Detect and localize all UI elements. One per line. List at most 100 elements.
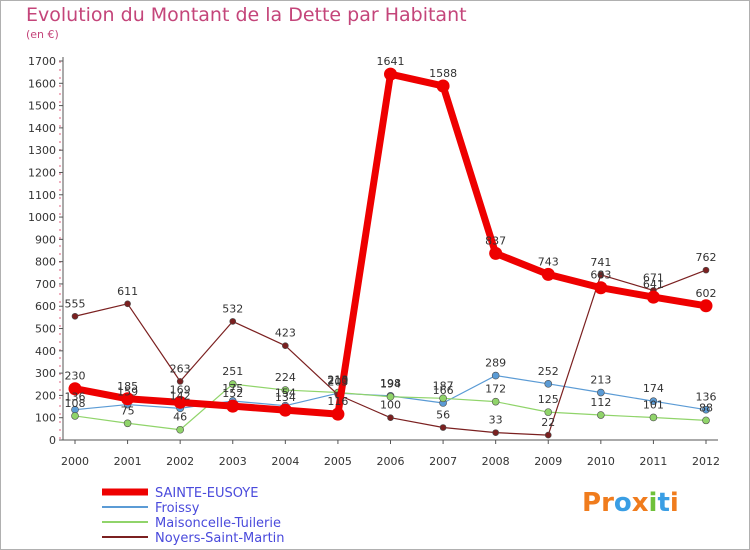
x-tick-label: 2008 (482, 455, 510, 468)
data-label: 210 (327, 374, 348, 387)
data-label: 423 (275, 327, 296, 340)
data-label: 56 (436, 409, 450, 422)
legend: SAINTE-EUSOYEFroissyMaisoncelle-Tuilerie… (102, 486, 285, 546)
logo-letter: i (648, 488, 658, 518)
logo-letter: o (613, 488, 632, 518)
data-label: 172 (485, 383, 506, 396)
data-point (228, 380, 237, 388)
data-label: 175 (222, 382, 243, 395)
data-label: 1588 (429, 67, 457, 80)
legend-label: SAINTE-EUSOYE (155, 486, 258, 501)
data-point (281, 386, 290, 394)
x-tick-label: 2007 (429, 455, 457, 468)
data-label: 134 (275, 391, 296, 404)
data-label: 641 (643, 278, 664, 291)
y-tick-label: 800 (35, 256, 56, 269)
data-point (176, 425, 184, 434)
data-label: 185 (117, 380, 138, 393)
data-label: 611 (117, 285, 138, 298)
data-label: 187 (433, 379, 454, 392)
data-label: 152 (222, 387, 243, 400)
data-label: 166 (433, 384, 454, 397)
data-label: 251 (222, 365, 243, 378)
data-labels: 230 185 169 152 134 116 1641 1588 837 743 683 641 60… (65, 55, 717, 429)
y-tick-label: 1100 (28, 189, 56, 202)
data-label: 112 (590, 396, 611, 409)
data-label: 88 (699, 401, 713, 414)
unit-label: (en €) (26, 28, 59, 41)
data-point (121, 392, 135, 406)
series-layer (68, 67, 713, 439)
x-tick-label: 2011 (639, 455, 667, 468)
series-noyers-saint-martin (71, 266, 710, 439)
data-point (699, 299, 713, 313)
data-point (331, 407, 345, 421)
x-tick-label: 2001 (114, 455, 142, 468)
data-label: 230 (65, 370, 86, 383)
data-point (124, 300, 131, 308)
data-point (386, 392, 395, 401)
data-label: 159 (117, 386, 138, 399)
data-point (649, 397, 658, 406)
data-point (68, 382, 82, 396)
data-label: 289 (485, 357, 506, 370)
x-tick-label: 2012 (692, 455, 720, 468)
y-tick-label: 900 (35, 233, 56, 246)
data-point (492, 429, 499, 436)
y-tick-label: 300 (35, 367, 56, 380)
series-sainte-eusoye (68, 67, 713, 421)
y-tick-label: 700 (35, 278, 56, 291)
data-label: 683 (590, 269, 611, 282)
data-point (544, 431, 552, 439)
x-tick-label: 2009 (534, 455, 562, 468)
data-label: 108 (65, 397, 86, 410)
data-point (544, 380, 553, 388)
y-tick-label: 1200 (28, 166, 56, 179)
data-label: 174 (643, 382, 664, 395)
data-label: 532 (222, 302, 243, 315)
data-label: 154 (275, 387, 296, 400)
y-tick-label: 1600 (28, 77, 56, 90)
data-point (702, 405, 710, 414)
data-point (491, 397, 500, 406)
data-label: 837 (485, 234, 506, 247)
data-point (176, 378, 184, 385)
x-tick-label: 2000 (61, 455, 89, 468)
x-tick-label: 2006 (377, 455, 405, 468)
data-point (702, 266, 710, 274)
data-label: 194 (380, 378, 401, 391)
data-point (387, 414, 394, 422)
data-point (439, 394, 447, 403)
x-tick-label: 2005 (324, 455, 352, 468)
legend-label: Maisoncelle-Tuilerie (155, 516, 281, 531)
data-point (123, 419, 132, 428)
logo-letter: x (631, 488, 649, 518)
data-point (436, 79, 450, 93)
data-label: 198 (380, 377, 401, 390)
data-label: 213 (327, 374, 348, 387)
data-label: 125 (538, 393, 559, 406)
data-label: 101 (643, 398, 664, 411)
data-point (702, 416, 710, 425)
logo-letter: i (669, 488, 679, 518)
data-point (491, 371, 500, 380)
logo-letter: t (657, 488, 670, 518)
data-point (173, 395, 187, 409)
data-label: 100 (380, 399, 401, 412)
legend-label: Noyers-Saint-Martin (155, 531, 285, 546)
data-label: 602 (696, 287, 717, 300)
data-point (544, 408, 553, 416)
chart-title: Evolution du Montant de la Dette par Hab… (26, 4, 467, 26)
data-point (541, 267, 555, 281)
data-point (71, 412, 79, 420)
data-point (71, 312, 79, 320)
data-label: 762 (696, 251, 717, 264)
data-point (439, 424, 447, 431)
y-tick-label: 1300 (28, 144, 56, 157)
data-label: 263 (170, 362, 191, 375)
y-tick-label: 100 (35, 412, 56, 425)
data-label: 136 (65, 391, 86, 404)
x-tick-label: 2004 (271, 455, 299, 468)
data-point (597, 411, 605, 419)
y-tick-label: 1400 (28, 122, 56, 135)
